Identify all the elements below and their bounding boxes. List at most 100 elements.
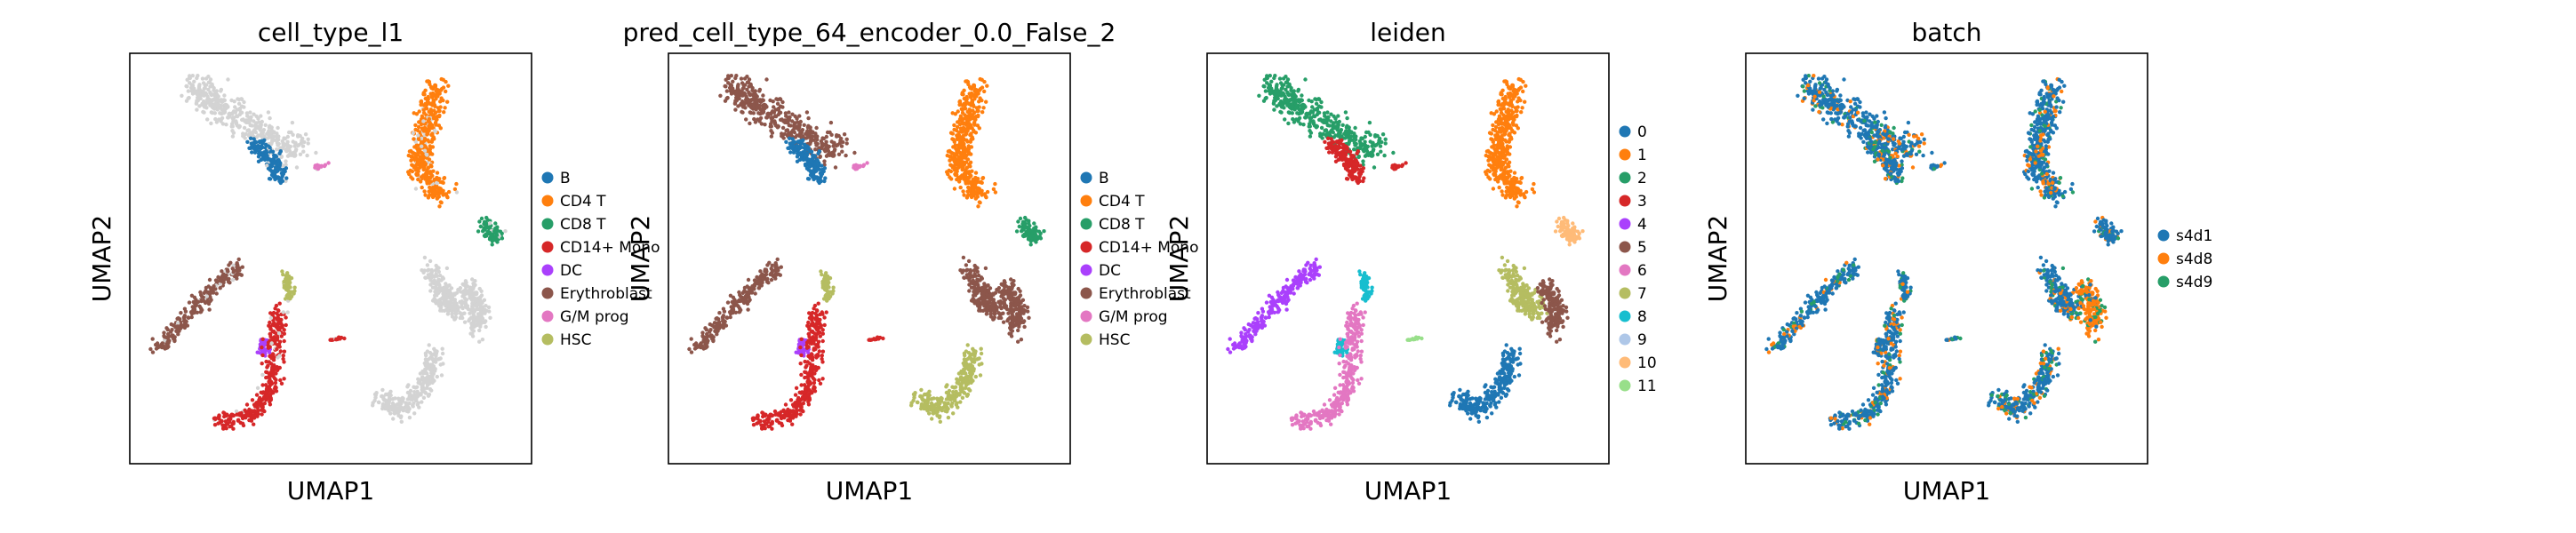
data-point	[938, 419, 943, 424]
data-point	[222, 277, 228, 282]
data-point	[828, 290, 833, 294]
data-point	[816, 151, 820, 155]
data-point	[420, 386, 425, 392]
data-point	[927, 389, 932, 394]
data-point	[968, 388, 972, 393]
data-point	[805, 323, 810, 328]
data-point	[444, 299, 449, 305]
data-point	[972, 190, 976, 195]
data-point	[820, 328, 825, 332]
data-point	[494, 236, 499, 241]
data-point	[248, 136, 253, 140]
data-point	[266, 110, 271, 115]
data-point	[747, 103, 751, 107]
data-point	[972, 123, 977, 127]
data-point	[257, 124, 261, 130]
data-point	[422, 268, 427, 273]
data-point	[286, 292, 291, 298]
data-point	[399, 396, 404, 402]
data-point	[1014, 320, 1020, 324]
data-point	[1287, 110, 1292, 115]
data-point	[958, 144, 963, 148]
data-point	[808, 341, 812, 346]
data-point	[202, 93, 206, 98]
data-point	[207, 277, 212, 282]
data-point	[240, 265, 244, 269]
data-point	[231, 119, 236, 123]
data-point	[420, 185, 424, 190]
data-point	[416, 172, 420, 177]
data-point	[329, 338, 333, 342]
data-point	[814, 143, 819, 147]
data-point	[196, 94, 201, 99]
data-point	[967, 362, 972, 367]
data-point	[740, 81, 745, 85]
data-point	[806, 400, 811, 404]
data-point	[276, 313, 281, 318]
data-point	[433, 348, 437, 353]
data-point	[816, 301, 820, 306]
data-point	[462, 300, 467, 306]
data-point	[458, 286, 463, 290]
legend-marker	[541, 171, 554, 184]
data-point	[1004, 283, 1008, 289]
data-point	[768, 112, 773, 116]
data-point	[414, 153, 419, 157]
data-point	[246, 413, 251, 418]
data-point	[980, 176, 986, 180]
data-point	[965, 116, 971, 122]
data-point	[225, 412, 229, 417]
data-point	[205, 117, 210, 122]
data-point	[1018, 216, 1023, 221]
data-point	[748, 92, 753, 98]
data-point	[919, 406, 924, 411]
data-point	[689, 337, 693, 341]
data-point	[478, 324, 483, 329]
data-point	[964, 386, 968, 390]
data-point	[964, 138, 969, 142]
data-point	[761, 110, 765, 115]
data-point	[965, 123, 970, 129]
data-point	[770, 119, 775, 123]
data-point	[836, 152, 842, 156]
data-point	[739, 76, 744, 81]
data-point	[1001, 311, 1005, 315]
data-point	[734, 74, 739, 78]
data-point	[964, 97, 970, 101]
data-point	[955, 177, 959, 182]
data-point	[745, 87, 749, 92]
data-point	[486, 305, 492, 310]
data-point	[822, 147, 827, 152]
data-point	[790, 112, 795, 116]
data-point	[275, 131, 279, 136]
data-point	[420, 164, 425, 169]
data-point	[441, 180, 445, 185]
data-point	[814, 322, 819, 327]
data-point	[949, 131, 954, 136]
data-point	[420, 154, 425, 158]
data-point	[446, 189, 452, 195]
data-point	[804, 343, 809, 348]
data-point	[820, 356, 824, 362]
data-point	[973, 267, 978, 272]
data-point	[797, 390, 802, 394]
data-point	[273, 380, 278, 386]
data-point	[268, 311, 273, 315]
legend-marker	[541, 241, 554, 253]
data-point	[757, 87, 763, 92]
data-point	[799, 153, 804, 157]
data-point	[201, 81, 206, 85]
data-point	[812, 389, 818, 394]
data-point	[268, 320, 272, 325]
data-point	[284, 315, 288, 320]
data-point	[815, 331, 820, 336]
data-point	[197, 104, 202, 108]
data-point	[276, 355, 280, 360]
data-point	[261, 139, 266, 144]
data-point	[456, 306, 460, 310]
data-point	[824, 143, 828, 147]
data-point	[799, 372, 804, 378]
data-point	[758, 279, 763, 283]
data-point	[433, 128, 437, 133]
